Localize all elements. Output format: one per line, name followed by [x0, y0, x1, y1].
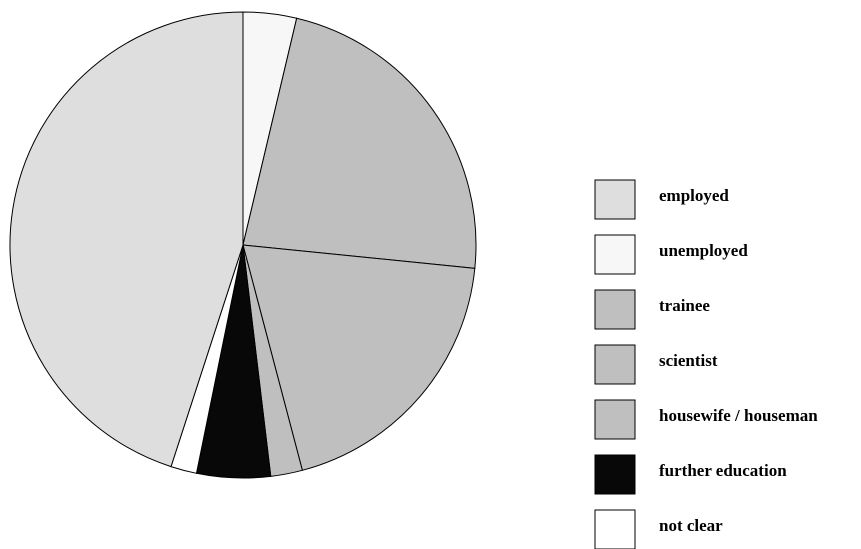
- legend-label: trainee: [659, 296, 710, 315]
- pie-slices: [9, 11, 477, 479]
- legend: employed unemployed trainee scientist housew…: [594, 179, 818, 549]
- legend-item-trainee: trainee: [594, 289, 710, 330]
- legend-swatch: [594, 509, 636, 549]
- legend-label: unemployed: [659, 241, 748, 260]
- legend-swatch: [594, 399, 636, 440]
- legend-item-housewife-houseman: housewife / houseman: [594, 399, 818, 440]
- legend-label: further education: [659, 461, 787, 480]
- legend-swatch: [594, 179, 636, 220]
- legend-label: employed: [659, 186, 729, 205]
- legend-swatch: [594, 234, 636, 275]
- pie-slice-scientist: [242, 244, 476, 471]
- pie-slice-employed: [9, 11, 244, 468]
- legend-swatch: [594, 344, 636, 385]
- legend-swatch: [594, 289, 636, 330]
- legend-swatch: [594, 454, 636, 495]
- legend-label: housewife / houseman: [659, 406, 818, 425]
- legend-item-further-education: further education: [594, 454, 787, 495]
- legend-item-unemployed: unemployed: [594, 234, 748, 275]
- legend-item-employed: employed: [594, 179, 729, 220]
- legend-item-not-clear: not clear: [594, 509, 723, 549]
- pie-slice-trainee: [242, 17, 477, 269]
- legend-label: scientist: [659, 351, 718, 370]
- legend-label: not clear: [659, 516, 723, 535]
- legend-item-scientist: scientist: [594, 344, 718, 385]
